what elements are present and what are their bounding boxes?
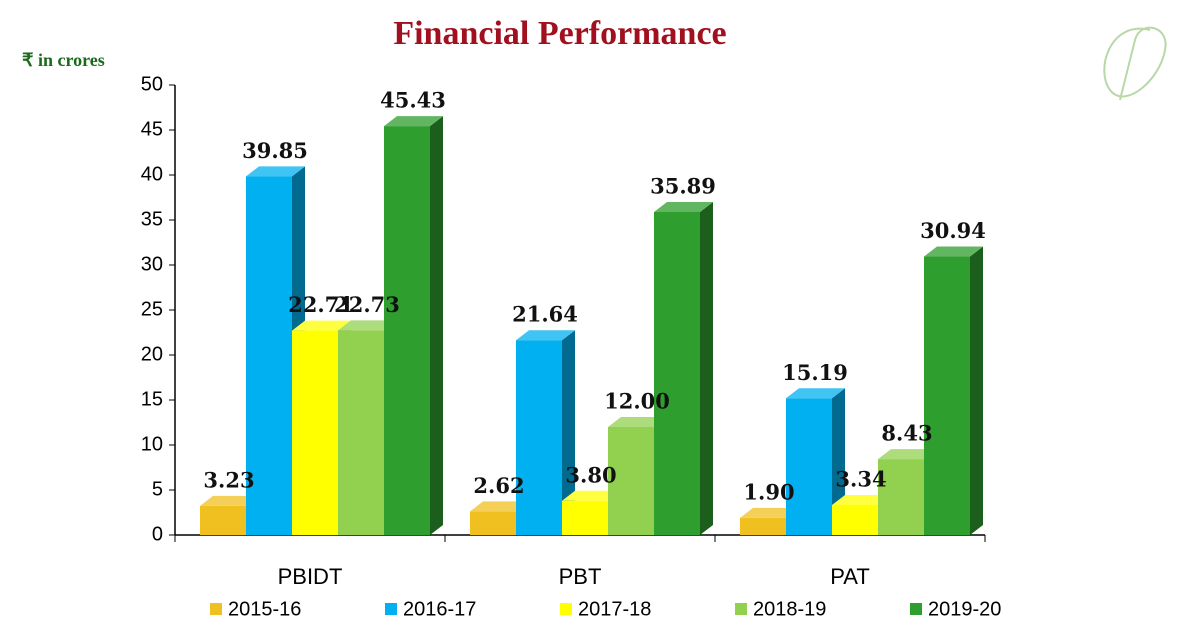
- bar-top: [786, 388, 845, 399]
- bar-top: [338, 320, 397, 331]
- data-label: 12.00: [604, 389, 670, 414]
- bar-top: [740, 507, 799, 518]
- bar-top: [470, 501, 529, 512]
- logo: [1103, 26, 1167, 101]
- bar: [338, 330, 384, 535]
- data-label: 22.71: [288, 292, 354, 317]
- bar: [292, 330, 338, 535]
- legend-swatch: [560, 603, 572, 615]
- y-tick-label: 40: [141, 163, 163, 185]
- bar-top: [654, 201, 713, 212]
- data-label: 35.89: [650, 173, 716, 198]
- data-label: 2.62: [473, 473, 524, 498]
- bar-top: [516, 330, 575, 341]
- legend-label: 2016-17: [403, 598, 476, 620]
- legend-swatch: [910, 603, 922, 615]
- y-tick-label: 10: [141, 433, 163, 455]
- bar-top: [832, 494, 891, 505]
- bar: [562, 500, 608, 535]
- bar: [654, 211, 700, 536]
- data-label: 3.34: [835, 466, 886, 491]
- legend-swatch: [210, 603, 222, 615]
- data-label: 21.64: [512, 302, 578, 327]
- bar-top: [246, 166, 305, 177]
- legend-label: 2017-18: [578, 598, 651, 620]
- y-tick-label: 20: [141, 343, 163, 365]
- bar: [786, 398, 832, 535]
- data-label: 3.80: [565, 462, 616, 487]
- bar: [384, 126, 430, 535]
- data-label: 45.43: [380, 88, 446, 113]
- x-tick-label: PAT: [830, 564, 870, 589]
- bar-side: [970, 246, 983, 536]
- legend-label: 2015-16: [228, 598, 301, 620]
- legend-label: 2018-19: [753, 598, 826, 620]
- legend-swatch: [735, 603, 747, 615]
- bar: [832, 504, 878, 535]
- bar-top: [384, 116, 443, 127]
- bar: [200, 505, 246, 535]
- bar-side: [562, 330, 575, 535]
- legend-swatch: [385, 603, 397, 615]
- bar: [516, 340, 562, 535]
- legend-label: 2019-20: [928, 598, 1001, 620]
- y-tick-label: 30: [141, 253, 163, 275]
- data-label: 1.90: [743, 479, 794, 504]
- data-label: 30.94: [920, 218, 986, 243]
- bar-top: [562, 490, 621, 501]
- bar: [924, 256, 970, 535]
- bar-side: [700, 201, 713, 536]
- x-tick-label: PBIDT: [278, 564, 343, 589]
- y-tick-label: 15: [141, 388, 163, 410]
- x-tick-label: PBT: [559, 564, 602, 589]
- bar: [608, 427, 654, 535]
- data-label: 15.19: [782, 360, 848, 385]
- y-tick-label: 0: [152, 523, 163, 545]
- bar: [740, 517, 786, 535]
- y-tick-label: 35: [141, 208, 163, 230]
- bar-top: [292, 320, 351, 331]
- bar-top: [608, 417, 667, 427]
- chart-title: Financial Performance: [393, 15, 726, 52]
- bar-top: [924, 246, 983, 257]
- y-tick-label: 50: [141, 73, 163, 95]
- bar-top: [200, 495, 259, 506]
- data-label: 3.23: [203, 467, 254, 492]
- data-label: 8.43: [881, 421, 932, 446]
- data-label: 22.73: [334, 292, 400, 317]
- y-axis-label: ₹ in crores: [22, 50, 105, 70]
- y-tick-label: 45: [141, 118, 163, 140]
- bar: [470, 511, 516, 535]
- data-label: 39.85: [242, 138, 308, 163]
- bar: [246, 176, 292, 535]
- bar-side: [430, 116, 443, 535]
- y-tick-label: 5: [152, 478, 163, 500]
- bar-top: [878, 449, 937, 460]
- y-tick-label: 25: [141, 298, 163, 320]
- bar: [878, 459, 924, 535]
